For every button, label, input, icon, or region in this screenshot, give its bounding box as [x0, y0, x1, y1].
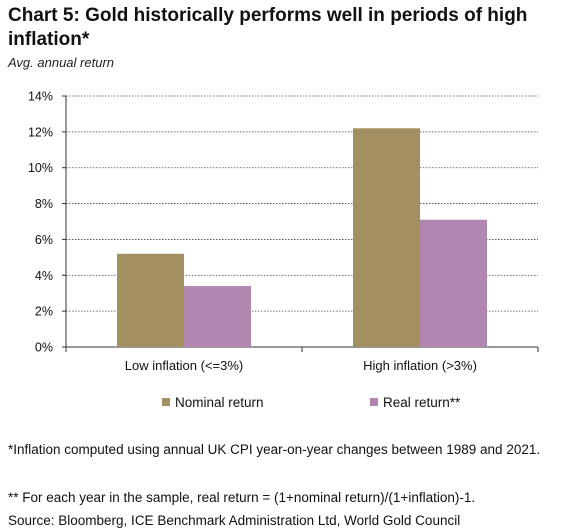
y-tick-label: 0%	[35, 341, 53, 355]
footnote-inflation: *Inflation computed using annual UK CPI …	[8, 442, 541, 457]
y-tick-label: 4%	[35, 269, 53, 283]
legend-item-real: Real return**	[370, 393, 460, 411]
legend-item-nominal: Nominal return	[162, 393, 264, 411]
chart-subtitle: Avg. annual return	[8, 55, 114, 70]
y-tick-label: 10%	[28, 161, 53, 175]
x-category-label: High inflation (>3%)	[363, 358, 477, 373]
bar-chart: 0% 2% 4% 6% 8% 10% 12% 14% Low inflation (<=3%) H…	[28, 90, 539, 373]
y-tick-label: 8%	[35, 197, 53, 211]
chart-title: Chart 5: Gold historically performs well…	[8, 5, 528, 50]
y-tick-label: 14%	[28, 90, 53, 104]
bar-nominal	[353, 128, 420, 347]
y-tick-label: 6%	[35, 233, 53, 247]
y-tick-label: 12%	[28, 125, 53, 139]
bar-nominal	[117, 253, 184, 347]
footnote-real-return: ** For each year in the sample, real ret…	[8, 490, 476, 505]
bar-real	[420, 219, 487, 347]
bar-real	[184, 286, 251, 347]
legend-label-real: Real return**	[383, 394, 461, 410]
legend-swatch-nominal	[162, 398, 170, 406]
legend-swatch-real	[370, 398, 378, 406]
source-note: Source: Bloomberg, ICE Benchmark Adminis…	[8, 513, 461, 528]
y-tick-label: 2%	[35, 305, 53, 319]
x-category-label: Low inflation (<=3%)	[125, 358, 244, 373]
legend-label-nominal: Nominal return	[175, 394, 264, 410]
